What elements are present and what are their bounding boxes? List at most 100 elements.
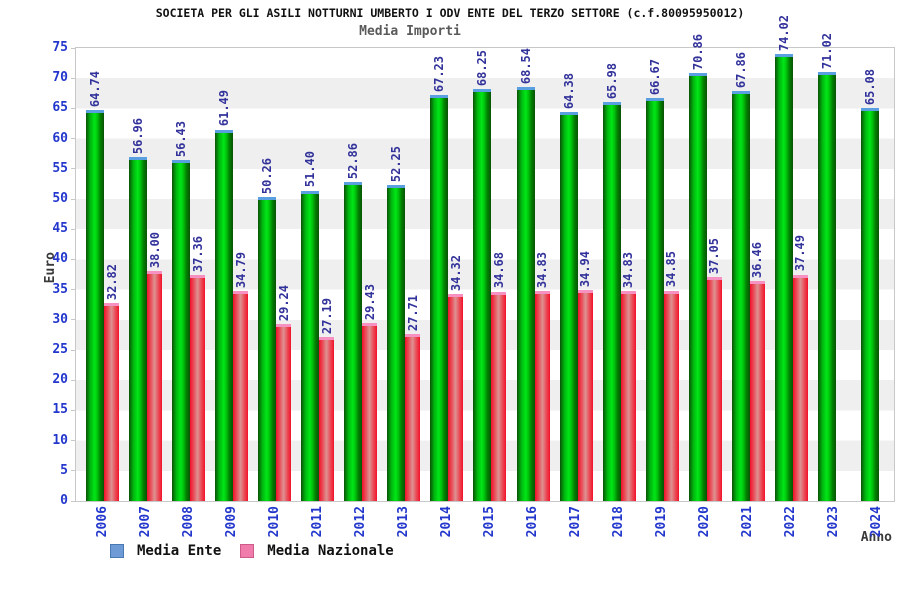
bar-media-nazionale-2007 [147,271,163,501]
bar-media-ente-2024 [860,107,879,501]
value-label-media-ente-2023: 71.02 [819,32,834,70]
y-tick-mark [71,168,75,170]
bar-media-nazionale-2014 [448,293,464,501]
value-label-media-nazionale-2015: 34.68 [491,252,506,289]
x-tick-label-2010: 2010 [266,506,282,538]
value-label-media-ente-2020: 70.86 [690,33,705,71]
x-tick-label-2013: 2013 [395,506,411,538]
bar-media-ente-2013 [387,185,406,501]
bar-media-nazionale-2017 [577,289,593,501]
y-tick-label-60: 60 [52,130,68,146]
bar-media-ente-2007 [129,156,148,501]
y-tick-mark [71,500,75,502]
legend-swatch-media-nazionale [240,544,255,558]
y-tick-label-40: 40 [52,251,68,267]
y-tick-mark [71,138,75,140]
y-tick-label-25: 25 [52,342,68,357]
value-label-media-ente-2011: 51.40 [303,151,318,188]
y-tick-mark [71,77,75,79]
value-label-media-ente-2017: 64.38 [561,73,576,110]
y-tick-label-70: 70 [52,70,68,86]
y-tick-mark [71,198,75,200]
value-label-media-nazionale-2006: 32.82 [104,263,119,300]
value-label-media-ente-2024: 65.08 [862,68,877,105]
bar-media-ente-2011 [301,190,320,501]
y-tick-label-35: 35 [52,281,68,297]
bar-media-nazionale-2016 [534,290,550,501]
value-label-media-ente-2022: 74.02 [776,14,791,51]
x-tick-label-2009: 2009 [223,506,239,538]
y-tick-mark [71,47,75,49]
y-tick-label-55: 55 [52,160,68,176]
value-label-media-nazionale-2018: 34.83 [621,251,636,288]
bar-media-ente-2017 [559,112,578,501]
chart-subtitle: Media Importi [359,24,461,39]
bar-media-nazionale-2015 [491,291,507,501]
y-tick-mark [71,470,75,472]
bar-media-ente-2021 [731,91,750,501]
y-tick-label-15: 15 [52,402,68,418]
value-label-media-nazionale-2011: 27.19 [319,297,334,334]
bar-media-ente-2014 [430,94,449,501]
x-tick-label-2022: 2022 [783,506,799,538]
bar-media-nazionale-2019 [663,290,679,501]
bar-media-ente-2012 [344,181,363,501]
bar-media-ente-2009 [215,129,234,501]
bar-media-nazionale-2018 [620,290,636,501]
x-tick-label-2017: 2017 [568,506,584,538]
value-label-media-ente-2021: 67.86 [733,52,748,89]
y-tick-label-45: 45 [52,221,68,237]
value-label-media-nazionale-2019: 34.85 [664,251,679,288]
y-tick-label-75: 75 [52,40,68,55]
x-tick-label-2023: 2023 [826,506,842,538]
value-label-media-nazionale-2012: 29.43 [362,284,377,321]
y-tick-label-10: 10 [52,432,68,448]
value-label-media-nazionale-2017: 34.94 [578,250,593,287]
bar-media-ente-2010 [258,197,277,501]
y-tick-label-30: 30 [52,311,68,327]
x-tick-label-2011: 2011 [309,506,325,538]
y-tick-mark [71,409,75,411]
bar-media-nazionale-2008 [190,275,206,501]
value-label-media-ente-2008: 56.43 [174,121,189,158]
value-label-media-ente-2006: 64.74 [88,70,102,107]
value-label-media-nazionale-2010: 29.24 [276,285,291,322]
value-label-media-ente-2009: 61.49 [217,90,232,127]
value-label-media-nazionale-2014: 34.32 [448,254,463,291]
y-tick-mark [71,319,75,321]
y-tick-label-50: 50 [52,191,68,206]
legend-swatch-media-ente [110,544,124,558]
y-tick-mark [71,258,75,260]
x-tick-label-2015: 2015 [481,506,497,538]
y-tick-mark [71,228,75,230]
plot-area: Euro Anno 0 5 10 15 20 25 30 35 40 45 50 55 60 65 70 75… [43,15,895,545]
y-tick-mark [71,107,75,109]
bar-media-ente-2020 [688,73,707,501]
value-label-media-nazionale-2008: 37.36 [190,236,205,273]
bar-media-nazionale-2012 [362,323,378,501]
x-tick-label-2020: 2020 [697,506,713,538]
x-axis-title: Anno [860,530,892,545]
y-tick-label-20: 20 [52,372,68,388]
legend-label-media-ente: Media Ente [137,543,222,559]
value-label-media-ente-2016: 68.54 [518,47,533,85]
legend-label-media-nazionale: Media Nazionale [267,543,394,559]
value-label-media-nazionale-2016: 34.83 [535,251,550,288]
bar-media-ente-2018 [602,102,621,501]
bar-media-ente-2008 [172,160,191,501]
bar-media-nazionale-2020 [706,277,722,501]
value-label-media-ente-2019: 66.67 [647,59,662,96]
y-tick-label-0: 0 [60,493,68,508]
x-tick-label-2007: 2007 [137,506,153,538]
bar-media-nazionale-2009 [233,290,249,501]
x-tick-label-2021: 2021 [740,506,756,538]
bar-media-ente-2022 [774,53,793,501]
value-label-media-nazionale-2009: 34.79 [233,251,248,288]
bar-media-nazionale-2021 [749,280,765,501]
value-label-media-ente-2015: 68.25 [475,49,490,86]
x-tick-label-2012: 2012 [352,506,368,538]
bar-media-nazionale-2010 [276,324,292,501]
y-tick-label-65: 65 [52,100,68,116]
value-label-media-nazionale-2007: 38.00 [147,232,162,269]
